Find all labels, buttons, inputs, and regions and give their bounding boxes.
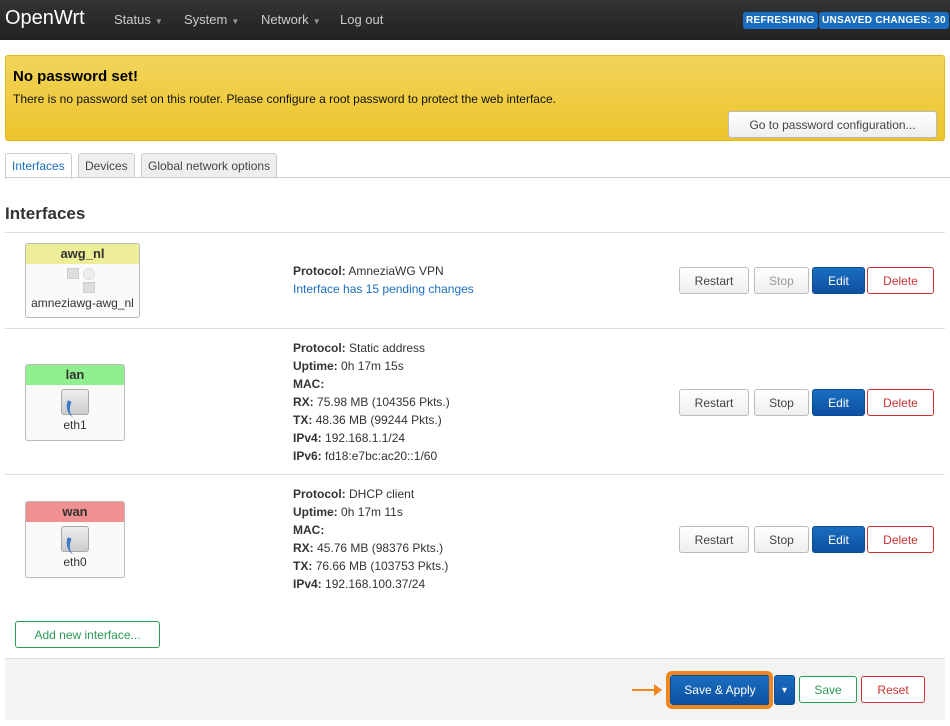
interface-info-awg-nl: Protocol: AmneziaWG VPN Interface has 15… [293,262,474,298]
menu-label: System [184,12,228,27]
refreshing-badge[interactable]: REFRESHING [743,12,818,29]
menu-logout[interactable]: Log out [340,12,384,27]
interface-badge-lan[interactable]: lan eth1 [25,364,125,441]
alert-title: No password set! [13,68,139,85]
highlight-outline [666,671,773,709]
alert-text: There is no password set on this router.… [13,92,556,106]
interface-name: lan [26,365,124,385]
caret-down-icon: ▼ [154,17,163,26]
stop-button-wan[interactable]: Stop [754,526,809,553]
interface-name: wan [26,502,124,522]
divider [5,474,945,475]
delete-button-awg-nl[interactable]: Delete [867,267,934,294]
interface-info-wan: Protocol: DHCP client Uptime: 0h 17m 11s… [293,487,449,591]
edit-button-wan[interactable]: Edit [812,526,865,553]
delete-button-wan[interactable]: Delete [867,526,934,553]
restart-button-lan[interactable]: Restart [679,389,749,416]
no-password-alert: No password set! There is no password se… [5,55,945,141]
top-navbar: OpenWrt Status ▼ System ▼ Network ▼ Log out… [0,0,950,40]
stop-button-awg-nl[interactable]: Stop [754,267,809,294]
stop-button-lan[interactable]: Stop [754,389,809,416]
section-heading: Interfaces [5,204,86,223]
edit-button-lan[interactable]: Edit [812,389,865,416]
add-new-interface-button[interactable]: Add new interface... [15,621,160,648]
device-name: eth1 [63,418,87,432]
device-name: amneziawg-awg_nl [31,296,134,310]
go-to-password-button[interactable]: Go to password configuration... [728,111,937,138]
brand-logo[interactable]: OpenWrt [5,7,85,29]
divider [5,232,945,233]
tab-interfaces[interactable]: Interfaces [5,153,72,179]
caret-down-icon: ▼ [312,17,321,26]
interface-badge-wan[interactable]: wan eth0 [25,501,125,578]
info-line: Protocol: AmneziaWG VPN [293,264,444,278]
divider [5,328,945,329]
tab-divider [5,177,950,178]
reset-button[interactable]: Reset [861,676,925,703]
interface-name: awg_nl [26,244,139,264]
ethernet-port-icon [61,389,89,415]
restart-button-wan[interactable]: Restart [679,526,749,553]
menu-status[interactable]: Status ▼ [114,12,163,27]
restart-button-awg-nl[interactable]: Restart [679,267,749,294]
edit-button-awg-nl[interactable]: Edit [812,267,865,294]
pending-changes-note: Interface has 15 pending changes [293,282,474,296]
caret-down-icon: ▼ [231,17,240,26]
device-name: eth0 [63,555,87,569]
menu-label: Network [261,12,309,27]
save-apply-button[interactable]: Save & Apply [670,675,770,705]
interface-badge-awg-nl[interactable]: awg_nl amneziawg-awg_nl [25,243,140,318]
save-apply-dropdown-toggle[interactable]: ▾ [774,675,795,705]
tab-devices[interactable]: Devices [78,153,135,178]
delete-button-lan[interactable]: Delete [867,389,934,416]
menu-network[interactable]: Network ▼ [261,12,321,27]
tunnel-icon [26,264,139,296]
arrow-right-icon [632,684,662,696]
save-button[interactable]: Save [799,676,857,703]
tab-global-network-options[interactable]: Global network options [141,153,278,178]
ethernet-port-icon [61,526,89,552]
menu-label: Status [114,12,151,27]
menu-system[interactable]: System ▼ [184,12,239,27]
interface-info-lan: Protocol: Static address Uptime: 0h 17m … [293,341,450,463]
unsaved-changes-badge[interactable]: UNSAVED CHANGES: 30 [819,12,949,29]
